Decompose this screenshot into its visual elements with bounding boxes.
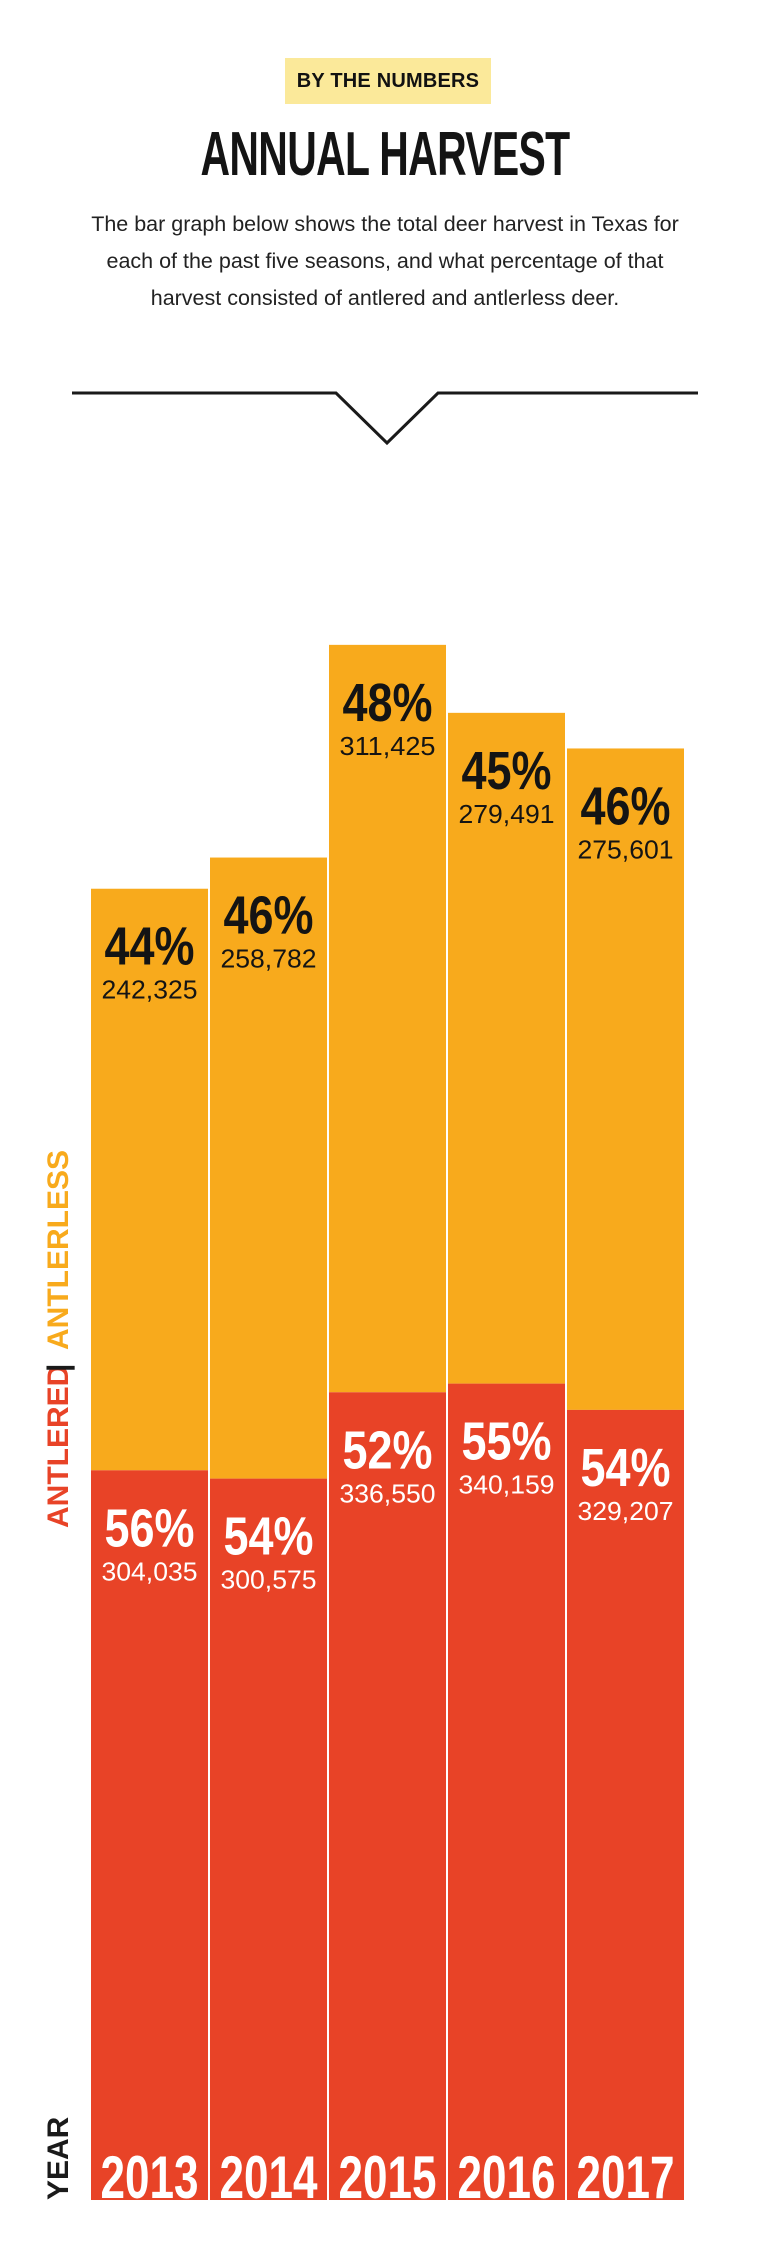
year-label-2013: 2013 (101, 2144, 199, 2211)
antlerless-percent-2014: 46% (224, 886, 314, 946)
year-label-2014: 2014 (220, 2144, 318, 2211)
antlered-percent-2013: 56% (105, 1498, 195, 1558)
bar-antlered-2017 (567, 1409, 684, 2200)
bar-antlered-2016 (448, 1383, 565, 2200)
antlered-legend-label: ANTLERED (42, 1365, 75, 1528)
antlered-count-2013: 304,035 (102, 1556, 198, 1586)
chart-description: The bar graph below shows the total deer… (91, 212, 679, 310)
antlerless-count-2016: 279,491 (459, 799, 555, 829)
antlerless-percent-2017: 46% (581, 776, 671, 836)
by-the-numbers-badge: BY THE NUMBERS (285, 58, 491, 104)
antlered-count-2016: 340,159 (459, 1470, 555, 1500)
year-label-2015: 2015 (339, 2144, 437, 2211)
bar-antlerless-2017 (567, 748, 684, 1410)
bars-group (91, 644, 684, 2200)
year-label-2016: 2016 (458, 2144, 556, 2211)
divider-arrow (72, 391, 698, 446)
bar-antlerless-2015 (329, 644, 446, 1393)
bar-antlered-2015 (329, 1392, 446, 2200)
bar-antlerless-2014 (210, 857, 327, 1479)
antlered-percent-2017: 54% (581, 1438, 671, 1498)
year-label-2017: 2017 (577, 2144, 675, 2211)
year-axis-label: YEAR (42, 2116, 75, 2200)
bar-antlerless-2013 (91, 888, 208, 1471)
antlerless-count-2013: 242,325 (102, 975, 198, 1005)
antlered-count-2014: 300,575 (221, 1565, 317, 1595)
antlerless-legend-label: ANTLERLESS (42, 1150, 75, 1350)
antlerless-percent-2015: 48% (343, 673, 433, 733)
antlerless-percent-2013: 44% (105, 917, 195, 977)
antlered-percent-2014: 54% (224, 1507, 314, 1567)
antlered-percent-2016: 55% (462, 1412, 552, 1472)
page-title: ANNUAL HARVEST (200, 120, 571, 189)
bar-antlerless-2016 (448, 712, 565, 1384)
antlerless-count-2014: 258,782 (221, 944, 317, 974)
legend-separator: | (42, 1364, 75, 1372)
antlered-count-2017: 329,207 (578, 1496, 674, 1526)
antlerless-count-2017: 275,601 (578, 834, 674, 864)
antlered-count-2015: 336,550 (340, 1478, 436, 1508)
antlerless-count-2015: 311,425 (340, 731, 436, 761)
antlerless-percent-2016: 45% (462, 741, 552, 801)
bar-antlered-2013 (91, 1470, 208, 2200)
side-legend: ANTLERED | ANTLERLESS (42, 1150, 75, 1528)
bar-antlered-2014 (210, 1478, 327, 2200)
labels-group: 44%242,32556%304,035201346%258,78254%300… (101, 673, 675, 2211)
antlered-percent-2015: 52% (343, 1420, 433, 1480)
